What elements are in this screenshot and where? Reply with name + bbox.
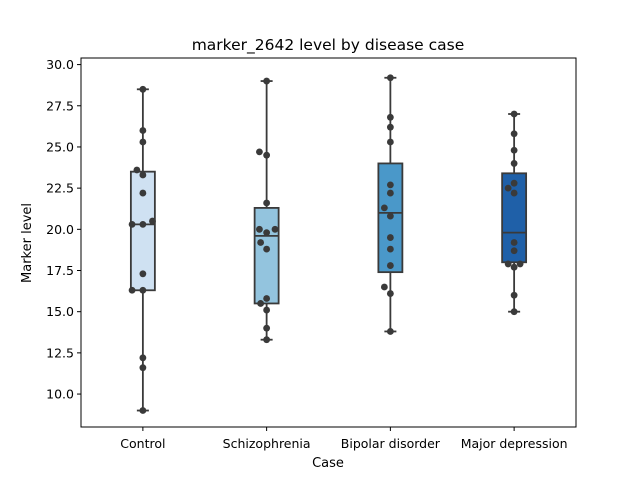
data-point bbox=[263, 199, 271, 207]
data-point bbox=[510, 110, 518, 118]
plot-frame bbox=[80, 57, 577, 428]
data-point bbox=[386, 328, 394, 335]
data-point bbox=[386, 262, 394, 269]
data-point bbox=[139, 407, 147, 414]
data-point bbox=[263, 295, 271, 302]
data-point bbox=[386, 212, 394, 220]
box bbox=[253, 207, 280, 305]
data-point bbox=[139, 189, 147, 197]
data-point bbox=[386, 189, 394, 197]
data-point bbox=[516, 260, 524, 268]
data-point bbox=[386, 123, 394, 131]
data-point bbox=[257, 239, 265, 246]
data-point bbox=[256, 148, 263, 156]
x-tick-label: Schizophrenia bbox=[223, 436, 311, 451]
data-point bbox=[380, 204, 388, 212]
data-point bbox=[139, 364, 147, 372]
data-point bbox=[271, 225, 279, 233]
data-point bbox=[139, 286, 147, 294]
data-point bbox=[139, 354, 147, 362]
y-tick-label: 22.5 bbox=[46, 181, 74, 196]
data-point bbox=[510, 189, 518, 197]
data-point bbox=[263, 245, 271, 253]
data-point bbox=[263, 229, 271, 237]
data-point bbox=[504, 184, 512, 192]
data-point bbox=[386, 181, 394, 189]
data-point bbox=[386, 138, 394, 146]
x-tick-label: Bipolar disorder bbox=[341, 436, 441, 451]
data-point bbox=[256, 225, 263, 233]
data-point bbox=[510, 160, 518, 167]
box-group bbox=[253, 80, 280, 341]
y-tick-label: 10.0 bbox=[46, 387, 74, 402]
data-point bbox=[510, 239, 518, 246]
y-tick-label: 12.5 bbox=[46, 345, 74, 360]
y-tick-label: 15.0 bbox=[46, 304, 74, 319]
data-point bbox=[386, 245, 394, 253]
box-group bbox=[129, 88, 156, 412]
data-point bbox=[510, 308, 518, 316]
box-group bbox=[501, 113, 528, 313]
data-point bbox=[380, 283, 388, 291]
data-point bbox=[386, 290, 394, 297]
data-point bbox=[386, 234, 394, 241]
data-point bbox=[386, 113, 394, 121]
y-tick-label: 25.0 bbox=[46, 139, 74, 154]
chart-title: marker_2642 level by disease case bbox=[192, 36, 465, 55]
data-point bbox=[510, 130, 518, 138]
data-point bbox=[386, 74, 394, 82]
x-tick-label: Control bbox=[120, 436, 165, 451]
data-point bbox=[139, 171, 147, 179]
data-point bbox=[510, 247, 518, 255]
data-point bbox=[139, 270, 147, 278]
y-tick-label: 27.5 bbox=[46, 98, 74, 113]
data-point bbox=[504, 260, 512, 268]
data-point bbox=[510, 146, 518, 154]
y-axis-label: Marker level bbox=[20, 203, 35, 283]
data-point bbox=[139, 220, 147, 228]
data-point bbox=[510, 291, 518, 299]
data-point bbox=[263, 336, 271, 344]
data-point bbox=[510, 179, 518, 187]
data-point bbox=[257, 300, 265, 307]
x-axis-label: Case bbox=[312, 456, 344, 471]
x-tick-label: Major depression bbox=[461, 436, 568, 451]
data-point bbox=[263, 324, 271, 332]
data-point bbox=[263, 77, 271, 85]
data-point bbox=[263, 151, 271, 159]
data-point bbox=[263, 306, 271, 314]
data-point bbox=[149, 217, 156, 225]
y-axis: 10.0 12.5 15.0 17.5 20.0 22.5 25.0 27.5 30.0 bbox=[46, 57, 81, 402]
data-point bbox=[510, 263, 518, 271]
data-point bbox=[128, 286, 136, 294]
data-point bbox=[139, 85, 147, 93]
data-point bbox=[133, 166, 141, 174]
y-tick-label: 17.5 bbox=[46, 263, 74, 278]
data-point bbox=[139, 138, 147, 146]
y-tick-label: 20.0 bbox=[46, 222, 74, 237]
data-point bbox=[139, 127, 147, 134]
x-axis: Control Schizophrenia Bipolar disorder Majo… bbox=[120, 427, 568, 451]
y-tick-label: 30.0 bbox=[46, 57, 74, 72]
data-point bbox=[128, 220, 136, 228]
